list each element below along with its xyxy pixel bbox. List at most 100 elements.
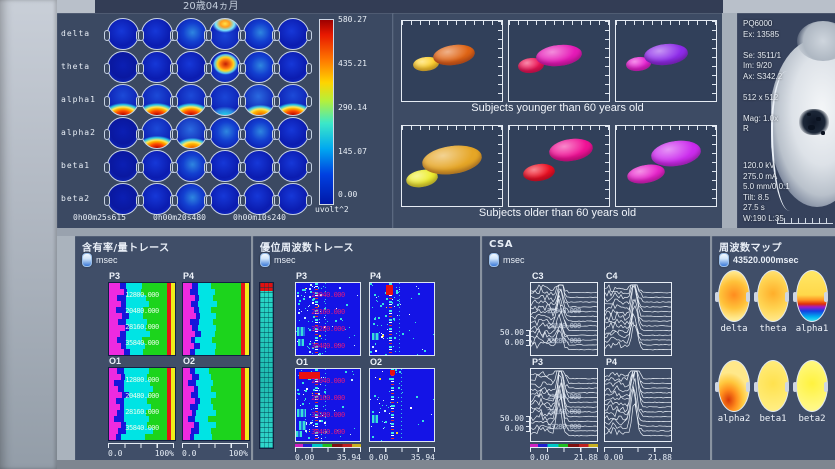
ear-marker: [206, 96, 212, 107]
freq-map-beta2: [793, 360, 828, 412]
spectro-dot: [322, 285, 324, 287]
ratio-segment: [127, 289, 141, 295]
topo-map-cell: [138, 117, 176, 149]
ratio-segment: [167, 307, 171, 313]
ct-scale-ruler: [777, 218, 833, 224]
freq-map-alpha1: [793, 270, 828, 322]
dipole-ellipse-small: [625, 161, 667, 187]
overlay-time-label: 12800.000: [125, 376, 159, 384]
ear-marker: [206, 63, 212, 74]
spectro-dot: [380, 407, 382, 409]
ratio-segment: [109, 374, 121, 380]
ratio-segment: [192, 325, 198, 331]
ratio-row: [109, 404, 175, 410]
ratio-segment: [215, 392, 242, 398]
ratio-segment: [183, 331, 195, 337]
ratio-segment: [183, 343, 194, 349]
spectro-dot: [310, 409, 312, 411]
ratio-segment: [183, 337, 191, 343]
time-unit-label: msec: [274, 255, 296, 265]
ratio-segment: [183, 434, 190, 440]
ear-marker: [785, 382, 789, 392]
ratio-segment: [193, 307, 199, 313]
spectro-dot: [319, 419, 322, 422]
spectro-dot: [299, 354, 301, 355]
ratio-segment: [124, 325, 129, 331]
csa-waterfall: [605, 370, 671, 441]
ratio-segment: [245, 349, 249, 355]
freq-trace-chart-o2: [369, 368, 435, 442]
spectro-dot: [392, 299, 394, 301]
spectro-dot: [386, 298, 389, 301]
topo-map-cell: [240, 117, 278, 149]
overlay-time-label-ghost: 23040.000: [547, 307, 581, 316]
ratio-segment: [171, 331, 175, 337]
ratio-segment: [126, 337, 142, 343]
ratio-segment: [241, 283, 245, 289]
ear-marker: [274, 96, 280, 107]
spectro-dot: [304, 308, 306, 310]
spectro-dot: [433, 398, 434, 400]
ratio-segment: [193, 386, 198, 392]
spectro-dot: [317, 312, 319, 314]
ear-marker: [240, 96, 246, 107]
vertical-separator: [251, 236, 253, 460]
spectro-dot: [303, 316, 306, 319]
spectro-dot: [376, 399, 378, 401]
csa-waterfall: [531, 370, 597, 441]
ratio-segment: [171, 428, 175, 434]
ratio-segment: [171, 434, 175, 440]
time-cursor-icon[interactable]: [260, 253, 270, 267]
ratio-segment: [183, 392, 191, 398]
spectro-dot: [323, 377, 325, 379]
time-cursor-icon[interactable]: [489, 253, 499, 267]
ratio-segment: [197, 392, 216, 398]
ratio-segment: [144, 434, 168, 440]
ratio-segment: [144, 343, 168, 349]
spectro-dot: [307, 347, 309, 349]
window-title-bar[interactable]: 20歳04ヵ月: [95, 0, 723, 13]
ratio-segment: [118, 386, 124, 392]
ratio-row: [109, 428, 175, 434]
ratio-segment: [167, 337, 171, 343]
band-row-label: theta: [61, 62, 91, 71]
overlay-time-label: 20480.000: [125, 307, 159, 315]
spectro-dot: [382, 335, 385, 338]
ratio-segment: [213, 295, 242, 301]
spectro-dot: [319, 413, 321, 415]
spectro-dot: [396, 290, 399, 293]
x-axis: 0.00 35.94: [295, 447, 361, 463]
time-cursor-icon[interactable]: [719, 253, 729, 267]
time-cursor-icon[interactable]: [82, 253, 92, 267]
ratio-segment: [190, 428, 199, 434]
ratio-segment: [183, 313, 197, 319]
ratio-segment: [213, 319, 242, 325]
spectro-dot: [353, 373, 355, 375]
spectro-dot: [305, 397, 307, 399]
ratio-segment: [194, 349, 215, 355]
spectro-dot: [298, 319, 300, 321]
ear-marker: [138, 96, 144, 107]
dipole-plot-cell: [615, 125, 717, 207]
freq-trace-chart-p3: 23040.000 28160.000 33280.000 38400.000: [295, 282, 361, 356]
axis-max-label: 100%: [228, 449, 248, 458]
x-axis: 0.00 21.88: [530, 447, 598, 463]
topo-map-cell: [240, 150, 278, 182]
spectro-dot: [359, 440, 360, 441]
tick-bar: [182, 443, 248, 448]
ratio-segment: [143, 313, 168, 319]
spectro-dot: [375, 343, 377, 345]
topo-map-cell: [104, 51, 142, 83]
ratio-segment: [167, 434, 171, 440]
ratio-row: [183, 392, 249, 398]
ratio-segment: [122, 313, 129, 319]
ratio-segment: [194, 416, 209, 422]
ratio-segment: [123, 404, 152, 410]
ratio-segment: [145, 410, 168, 416]
ratio-segment: [143, 349, 168, 355]
ct-speckle: [808, 125, 815, 130]
ratio-segment: [183, 307, 194, 313]
spectro-dot: [307, 310, 309, 312]
ratio-row: [109, 392, 175, 398]
topo-map-cell: [274, 51, 312, 83]
